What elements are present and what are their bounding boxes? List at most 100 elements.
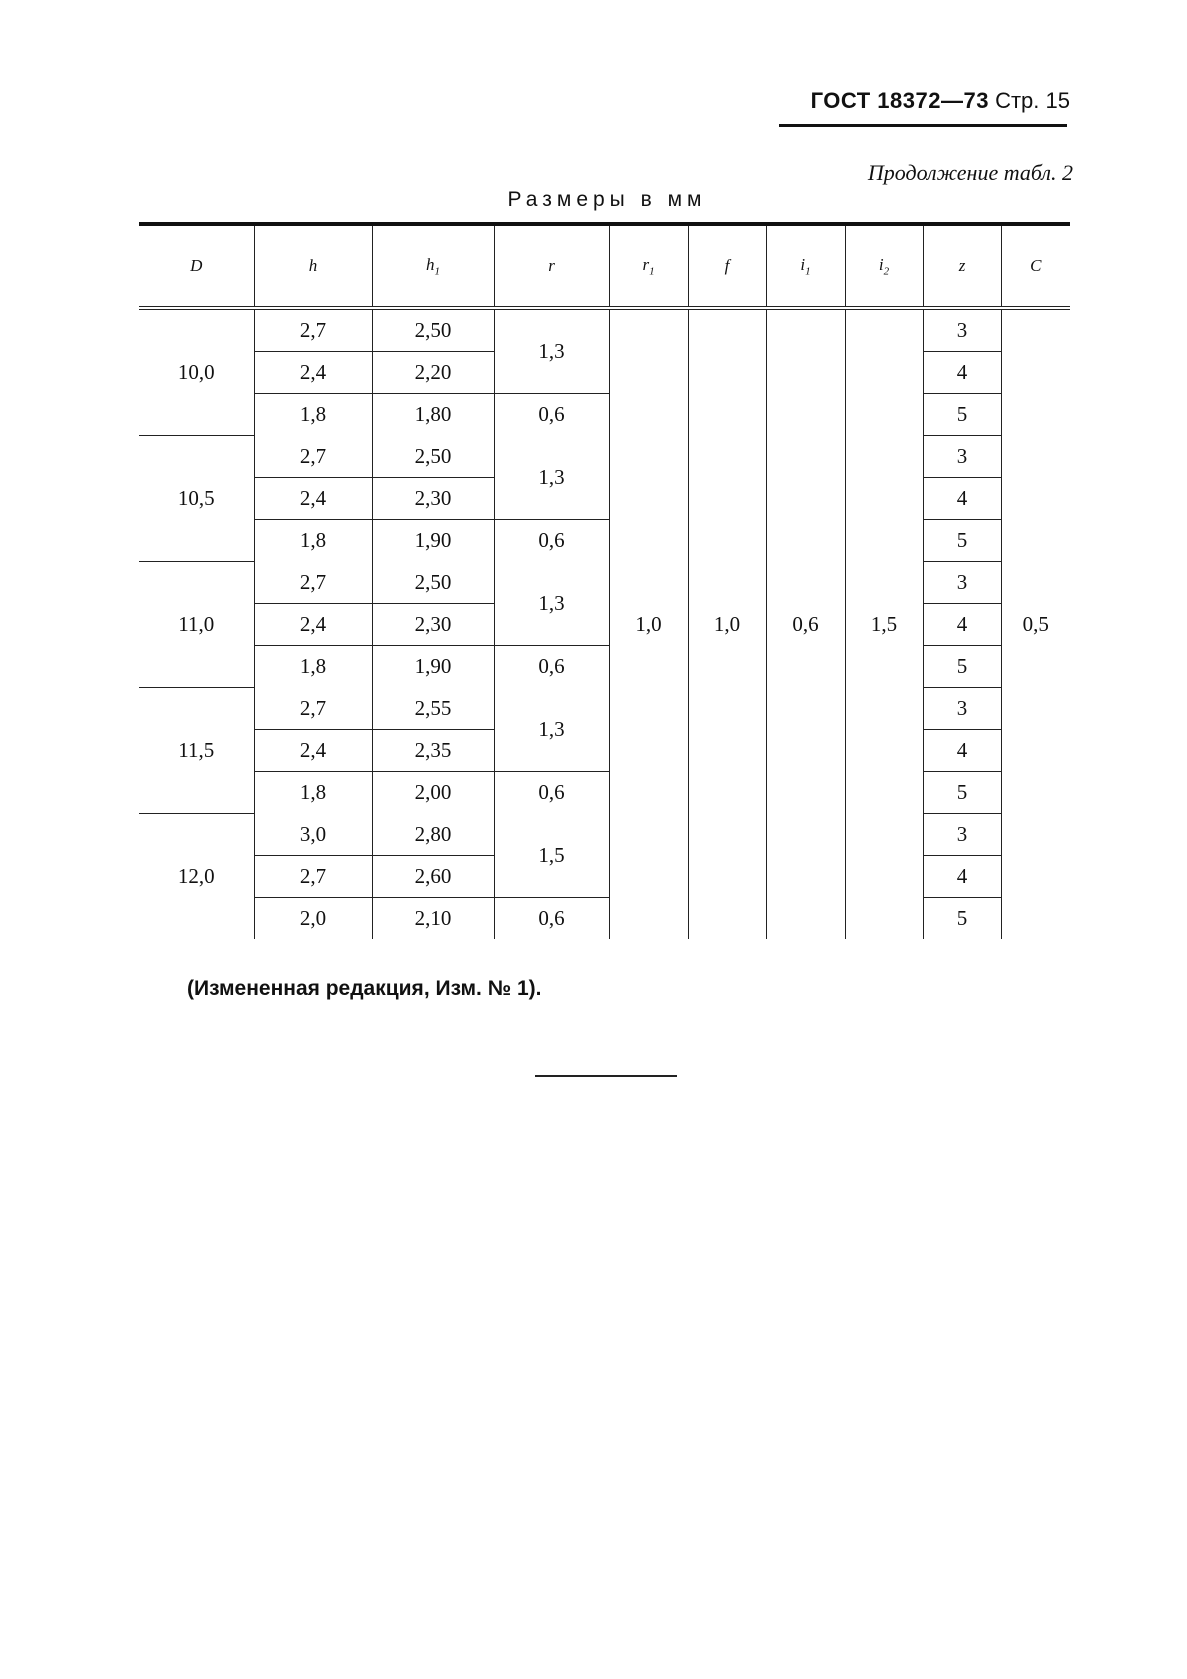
cell-h: 2,7: [253, 435, 372, 478]
cell-h: 2,4: [253, 729, 372, 772]
cell-r1: 1,0: [608, 308, 688, 939]
cell-r: 1,3: [493, 435, 609, 520]
column-header-i1: i1: [765, 222, 845, 310]
cell-r: 0,6: [493, 771, 609, 814]
cell-z: 5: [922, 645, 1001, 688]
cell-z: 3: [922, 308, 1001, 352]
column-header-C: C: [1000, 222, 1070, 310]
cell-h: 2,7: [253, 687, 372, 730]
cell-z: 3: [922, 561, 1001, 604]
cell-h: 2,4: [253, 351, 372, 394]
cell-z: 3: [922, 687, 1001, 730]
cell-r: 0,6: [493, 897, 609, 939]
column-header-h1: h1: [371, 222, 494, 310]
amendment-note: (Измененная редакция, Изм. № 1).: [187, 977, 542, 1000]
cell-D: 10,0: [139, 308, 254, 436]
table-row: 12,0 3,0 2,80 1,5 3: [139, 813, 1070, 898]
column-header-f: f: [687, 222, 766, 310]
column-header-h: h: [253, 222, 372, 310]
cell-h1: 1,90: [371, 645, 494, 688]
cell-i1: 0,6: [765, 308, 845, 939]
table-row: 1,8 1,80 0,6 5: [139, 393, 1070, 436]
table-row: 11,0 2,7 2,50 1,3 3: [139, 561, 1070, 688]
column-header-label: r: [548, 256, 555, 275]
table-continuation-label: Продолжение табл. 2: [867, 160, 1073, 185]
column-header-r1: r1: [608, 222, 688, 310]
cell-h: 2,7: [253, 561, 372, 604]
cell-h: 2,7: [253, 855, 372, 898]
cell-r: 1,5: [493, 813, 609, 898]
cell-h: 1,8: [253, 771, 372, 814]
column-header-D: D: [139, 222, 254, 310]
cell-i2: 1,5: [844, 308, 923, 939]
column-header-label: z: [958, 256, 966, 275]
cell-z: 4: [922, 603, 1001, 646]
cell-r: 1,3: [493, 308, 609, 394]
cell-r: 1,3: [493, 561, 609, 646]
table-row: 2,0 2,10 0,6 5: [139, 897, 1070, 939]
cell-z: 3: [922, 435, 1001, 478]
cell-z: 4: [922, 351, 1001, 394]
column-header-label: r1: [642, 254, 655, 278]
cell-z: 5: [922, 519, 1001, 562]
cell-h1: 2,60: [371, 855, 494, 898]
cell-h1: 2,10: [371, 897, 494, 939]
cell-D: 10,5: [139, 435, 254, 562]
cell-h: 2,7: [253, 308, 372, 352]
table-row: 11,5 2,7 2,55 1,3 3: [139, 687, 1070, 814]
column-header-label: C: [1030, 256, 1042, 275]
table-row: 1,8 2,00 0,6 5: [139, 771, 1070, 814]
table-row: 2,4 2,20 4: [139, 351, 1070, 394]
table-row: 10,5 2,7 2,50 1,3 3: [139, 435, 1070, 562]
cell-h1: 1,90: [371, 519, 494, 562]
cell-h1: 2,50: [371, 308, 494, 352]
cell-h1: 1,80: [371, 393, 494, 436]
cell-r: 0,6: [493, 393, 609, 436]
column-header-label: h: [308, 256, 318, 275]
cell-h1: 2,30: [371, 603, 494, 646]
column-header-label: f: [724, 256, 730, 275]
column-header-label: i2: [878, 254, 890, 278]
column-header-label: h1: [426, 254, 440, 278]
table-row: 1,8 1,90 0,6 5: [139, 645, 1070, 688]
cell-z: 4: [922, 477, 1001, 520]
table-row: 1,8 1,90 0,6 5: [139, 519, 1070, 562]
cell-h: 1,8: [253, 645, 372, 688]
cell-D: 12,0: [177, 864, 215, 888]
cell-h1: 2,80: [371, 813, 494, 856]
cell-r: 0,6: [493, 645, 609, 688]
page-number: Стр. 15: [995, 88, 1070, 113]
end-rule: [535, 1075, 677, 1077]
table-row: 2,4 2,35 4: [139, 729, 1070, 772]
cell-r: 0,6: [493, 519, 609, 562]
cell-h: 1,8: [253, 393, 372, 436]
cell-f: 1,0: [687, 308, 766, 939]
column-header-label: D: [190, 256, 203, 275]
cell-z: 4: [922, 855, 1001, 898]
cell-h: 3,0: [253, 813, 372, 856]
cell-h1: 2,50: [371, 435, 494, 478]
cell-h1: 2,50: [371, 561, 494, 604]
cell-C: 0,5: [1000, 308, 1070, 939]
table-row: 10,0 2,7 2,50 1,3 1,0 1,0 0,6 1,5 3 0,5: [139, 308, 1070, 939]
cell-h: 2,0: [253, 897, 372, 939]
column-header-label: i1: [800, 254, 811, 278]
cell-z: 5: [922, 897, 1001, 939]
cell-h1: 2,20: [371, 351, 494, 394]
standard-number: ГОСТ 18372—73: [810, 88, 989, 113]
column-header-i2: i2: [844, 222, 923, 310]
cell-h: 2,4: [253, 477, 372, 520]
cell-z: 5: [922, 771, 1001, 814]
cell-h: 2,4: [253, 603, 372, 646]
page-header: ГОСТ 18372—73 Стр. 15: [811, 88, 1070, 114]
cell-h1: 2,00: [371, 771, 494, 814]
column-header-z: z: [922, 222, 1001, 310]
cell-z: 5: [922, 393, 1001, 436]
cell-r: 1,3: [493, 687, 609, 772]
cell-h1: 2,30: [371, 477, 494, 520]
cell-h1: 2,35: [371, 729, 494, 772]
units-caption: Размеры в мм: [507, 188, 707, 211]
